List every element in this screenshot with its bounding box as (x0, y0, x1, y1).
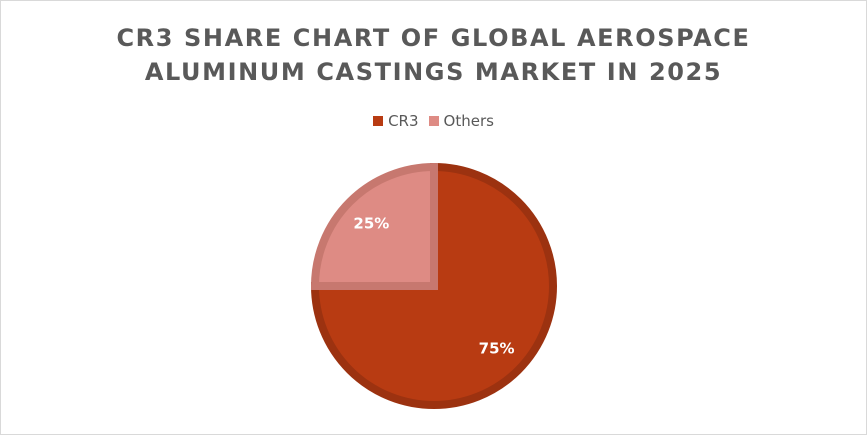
pie-slice-others[interactable] (310, 162, 438, 290)
data-label-others: 25% (353, 214, 389, 232)
legend: CR3 Others (1, 112, 866, 130)
legend-item-cr3[interactable]: CR3 (373, 112, 419, 130)
legend-item-others[interactable]: Others (428, 112, 494, 130)
data-label-cr3: 75% (479, 340, 515, 358)
legend-swatch-others (428, 116, 439, 126)
chart-title-line-2: ALUMINUM CASTINGS MARKET IN 2025 (144, 58, 723, 86)
chart-title-line-1: CR3 SHARE CHART OF GLOBAL AEROSPACE (116, 24, 751, 52)
legend-swatch-cr3 (373, 116, 384, 126)
legend-label-cr3: CR3 (388, 112, 419, 130)
legend-label-others: Others (443, 112, 494, 130)
pie-slice-cr3[interactable] (310, 162, 557, 409)
chart-title: CR3 SHARE CHART OF GLOBAL AEROSPACE ALUM… (1, 21, 866, 89)
